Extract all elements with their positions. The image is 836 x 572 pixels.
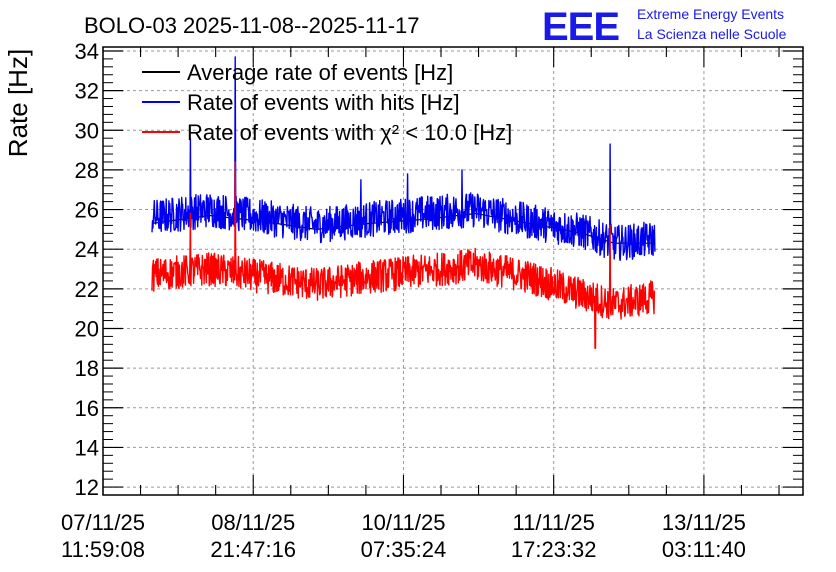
chart-title: BOLO-03 2025-11-08--2025-11-17 xyxy=(84,13,420,38)
x-tick-label-time: 21:47:16 xyxy=(210,537,296,562)
y-tick-label: 16 xyxy=(75,396,99,421)
legend-label-0: Average rate of events [Hz] xyxy=(187,60,453,85)
y-tick-label: 20 xyxy=(75,316,99,341)
y-tick-label: 28 xyxy=(75,158,99,183)
y-tick-label: 30 xyxy=(75,118,99,143)
y-tick-label: 12 xyxy=(75,475,99,500)
x-tick-label-date: 08/11/25 xyxy=(211,510,295,535)
y-tick-label: 22 xyxy=(75,277,99,302)
x-tick-label-time: 17:23:32 xyxy=(511,537,597,562)
x-tick-label-date: 10/11/25 xyxy=(361,510,445,535)
legend-label-1: Rate of events with hits [Hz] xyxy=(187,90,460,115)
series-layer xyxy=(151,56,656,349)
legend-label-2: Rate of events with χ² < 10.0 [Hz] xyxy=(187,120,512,145)
axis-ticks xyxy=(102,47,803,496)
x-tick-label-date: 11/11/25 xyxy=(512,510,594,535)
series-line-2 xyxy=(151,161,656,349)
eee-logo: EEE xyxy=(542,5,619,49)
y-tick-labels: 12 14 16 18 20 22 24 26 28 30 32 34 xyxy=(75,39,99,500)
y-tick-label: 24 xyxy=(75,237,99,262)
x-tick-label-date: 07/11/25 xyxy=(61,510,145,535)
y-tick-label: 14 xyxy=(75,435,99,460)
y-tick-label: 34 xyxy=(75,39,99,64)
y-tick-label: 32 xyxy=(75,79,99,104)
x-tick-label-time: 07:35:24 xyxy=(361,537,447,562)
org-name-line2: La Scienza nelle Scuole xyxy=(637,26,787,42)
org-name-line1: Extreme Energy Events xyxy=(637,6,784,22)
y-axis-title: Rate [Hz] xyxy=(3,49,33,157)
x-tick-label-time: 11:59:08 xyxy=(61,537,145,562)
y-tick-label: 18 xyxy=(75,356,99,381)
x-tick-label-date: 13/11/25 xyxy=(662,510,746,535)
x-tick-label-time: 03:11:40 xyxy=(662,537,746,562)
plot-frame xyxy=(102,46,804,496)
legend: Average rate of events [Hz] Rate of event… xyxy=(142,60,512,145)
y-tick-label: 26 xyxy=(75,198,99,223)
